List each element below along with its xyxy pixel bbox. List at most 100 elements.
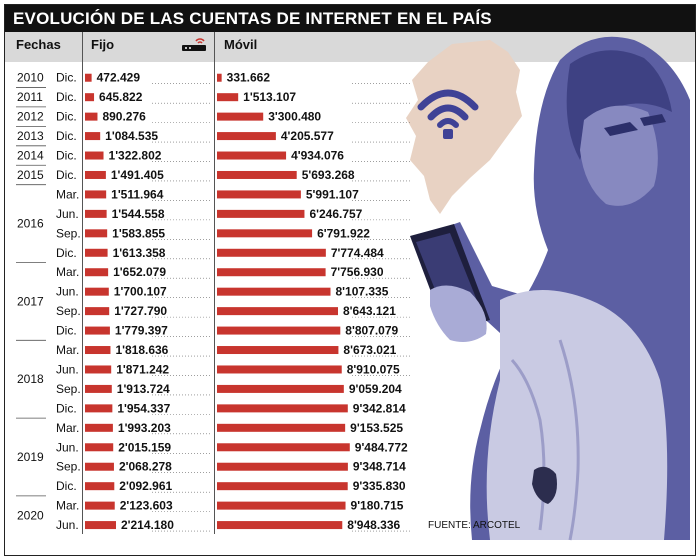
movil-value-label: 331.662 — [227, 71, 271, 85]
period-label: Mar. — [56, 343, 79, 357]
year-label: 2014 — [17, 149, 44, 163]
fijo-value-label: 1'727.790 — [114, 304, 167, 318]
fijo-bar — [85, 248, 108, 257]
fijo-bar — [85, 326, 110, 335]
movil-series: 331.662 1'513.107 3'300.480 4'205.577 4'934.… — [217, 71, 410, 532]
fijo-value-label: 2'123.603 — [120, 499, 173, 513]
fijo-bar — [85, 462, 114, 471]
movil-value-label: 7'774.484 — [331, 246, 384, 260]
fijo-value-label: 645.822 — [99, 90, 143, 104]
movil-value-label: 3'300.480 — [268, 110, 321, 124]
period-label: Jun. — [56, 285, 79, 299]
period-labels: Dic. Dic. Dic. Dic. Dic. Dic. Mar. Jun. Sep. Dic.… — [56, 71, 81, 532]
fijo-bar — [85, 423, 113, 432]
movil-value-label: 5'991.107 — [306, 187, 359, 201]
fijo-value-label: 1'913.724 — [117, 382, 170, 396]
movil-bar — [217, 501, 346, 510]
movil-value-label: 9'342.814 — [353, 401, 406, 415]
fijo-bar — [85, 112, 98, 121]
movil-value-label: 9'348.714 — [353, 460, 406, 474]
fijo-bar — [85, 521, 116, 530]
fijo-value-label: 1'818.636 — [115, 343, 168, 357]
fijo-value-label: 1'700.107 — [114, 285, 167, 299]
period-label: Mar. — [56, 499, 79, 513]
year-label: 2017 — [17, 294, 44, 308]
period-label: Dic. — [56, 324, 77, 338]
movil-bar — [217, 404, 348, 413]
period-label: Dic. — [56, 71, 77, 85]
fijo-bar — [85, 346, 111, 355]
fijo-value-label: 1'993.203 — [118, 421, 171, 435]
year-labels: 2010 2011 2012 2013 2014 2015 2016 2017 2018 2019… — [17, 71, 44, 523]
movil-bar — [217, 462, 348, 471]
period-label: Jun. — [56, 518, 79, 532]
movil-bar — [217, 132, 276, 141]
movil-value-label: 6'791.922 — [317, 226, 370, 240]
fijo-value-label: 1'779.397 — [115, 324, 168, 338]
movil-bar — [217, 287, 331, 296]
movil-value-label: 9'180.715 — [351, 499, 404, 513]
divider-dates-fijo — [82, 32, 83, 534]
movil-bar — [217, 346, 339, 355]
movil-bar — [217, 443, 350, 452]
fijo-value-label: 890.276 — [102, 110, 146, 124]
period-label: Mar. — [56, 187, 79, 201]
period-label: Dic. — [56, 479, 77, 493]
period-label: Jun. — [56, 440, 79, 454]
movil-bar — [217, 170, 297, 179]
ecuador-map-icon — [406, 40, 522, 214]
fijo-bar — [85, 443, 114, 452]
fijo-bar — [85, 209, 107, 218]
fijo-value-label: 1'652.079 — [113, 265, 166, 279]
period-label: Mar. — [56, 421, 79, 435]
movil-bar — [217, 151, 287, 160]
movil-value-label: 8'807.079 — [345, 324, 398, 338]
fijo-value-label: 2'068.278 — [119, 460, 172, 474]
fijo-bar — [85, 93, 95, 102]
movil-bar — [217, 209, 305, 218]
movil-value-label: 9'059.204 — [349, 382, 402, 396]
movil-value-label: 8'910.075 — [347, 362, 400, 376]
period-label: Dic. — [56, 168, 77, 182]
row-separators — [16, 87, 46, 497]
fijo-value-label: 2'092.961 — [119, 479, 172, 493]
period-label: Dic. — [56, 246, 77, 260]
header-fechas: Fechas — [16, 37, 61, 52]
period-label: Jun. — [56, 207, 79, 221]
chart-title: EVOLUCIÓN DE LAS CUENTAS DE INTERNET EN … — [13, 9, 492, 28]
fijo-value-label: 1'871.242 — [116, 362, 169, 376]
year-label: 2015 — [17, 168, 44, 182]
fijo-bar — [85, 404, 113, 413]
fijo-value-label: 1'544.558 — [112, 207, 165, 221]
year-label: 2013 — [17, 129, 44, 143]
fijo-value-label: 1'613.358 — [113, 246, 166, 260]
period-label: Dic. — [56, 110, 77, 124]
woman-with-phone-photo — [410, 36, 690, 541]
period-label: Dic. — [56, 90, 77, 104]
fijo-bar — [85, 151, 104, 160]
fijo-value-label: 1'954.337 — [117, 401, 170, 415]
movil-bar — [217, 423, 346, 432]
movil-bar — [217, 384, 344, 393]
fijo-value-label: 2'015.159 — [118, 440, 171, 454]
fijo-bar — [85, 501, 115, 510]
fijo-bar — [85, 170, 106, 179]
source-note: FUENTE: ARCOTEL — [428, 520, 521, 531]
fijo-bar — [85, 73, 92, 82]
fijo-bar — [85, 365, 112, 374]
fijo-value-label: 1'511.964 — [111, 187, 164, 201]
movil-value-label: 5'693.268 — [302, 168, 355, 182]
movil-bar — [217, 268, 326, 277]
fijo-bar — [85, 132, 101, 141]
period-label: Sep. — [56, 226, 81, 240]
header-movil: Móvil — [224, 37, 258, 52]
fijo-value-label: 1'322.802 — [109, 149, 162, 163]
movil-bar — [217, 482, 348, 491]
fijo-bar — [85, 190, 107, 199]
period-label: Dic. — [56, 129, 77, 143]
movil-bar — [217, 229, 313, 238]
movil-value-label: 9'153.525 — [350, 421, 403, 435]
fijo-series: 472.429 645.822 890.276 1'084.535 1'322.802 1… — [85, 71, 210, 532]
fijo-value-label: 1'583.855 — [112, 226, 165, 240]
